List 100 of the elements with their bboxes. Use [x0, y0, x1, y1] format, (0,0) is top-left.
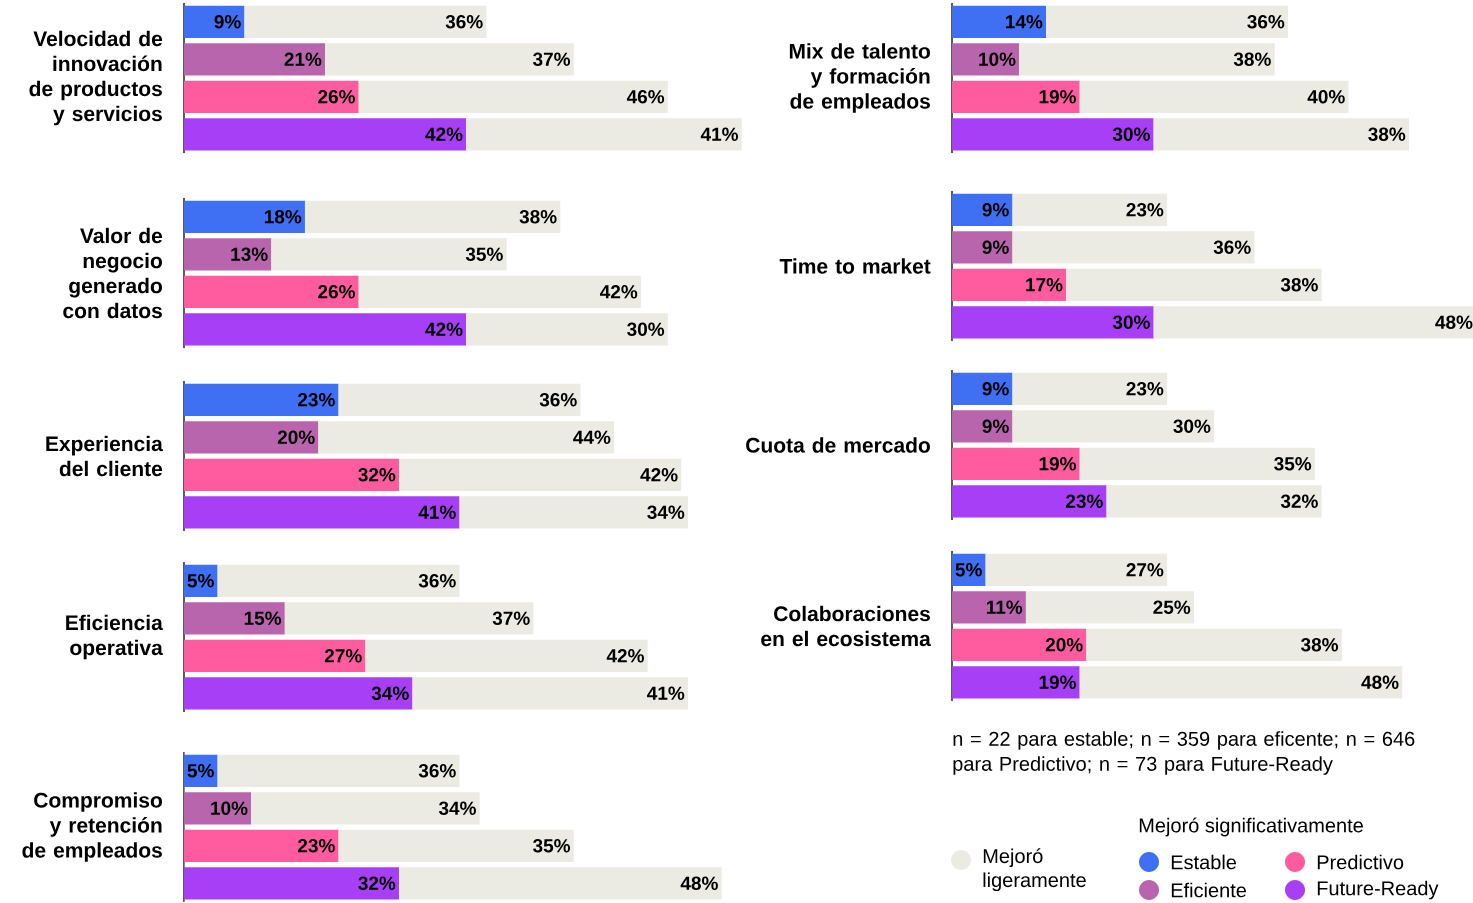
legend-label: Mejoró ligeramente [983, 848, 1086, 892]
text: Time to market [779, 258, 931, 274]
data-label: 13% [231, 247, 268, 261]
data-label: 27% [1126, 563, 1164, 577]
data-label: 41% [647, 686, 685, 700]
data-label: 20% [1045, 638, 1083, 652]
bar [338, 829, 574, 862]
text: Valor de negocio generado con datos [63, 227, 163, 319]
data-label: 30% [627, 322, 665, 337]
data-label: 36% [539, 393, 577, 407]
data-label: 38% [1233, 52, 1271, 66]
data-label: 42% [425, 127, 463, 141]
bar [1046, 5, 1289, 38]
bar [304, 200, 561, 233]
data-label: 19% [1039, 457, 1076, 471]
data-label: 36% [1213, 240, 1251, 254]
bar [459, 496, 688, 529]
data-label: 9% [982, 203, 1009, 217]
bar [952, 591, 1026, 624]
bar [338, 383, 581, 416]
bar [184, 602, 285, 635]
bar [184, 677, 413, 710]
bar [952, 231, 1013, 264]
data-label: 25% [1153, 600, 1191, 614]
data-label: 15% [244, 611, 282, 625]
bar [184, 43, 326, 76]
data-label: 34% [647, 505, 685, 520]
bar [358, 275, 641, 308]
data-label: 42% [600, 285, 638, 299]
bar [284, 602, 534, 635]
bar [399, 458, 682, 491]
data-label: 18% [264, 210, 302, 224]
bar [952, 193, 1013, 226]
bar [365, 639, 648, 672]
data-label: 35% [532, 839, 571, 853]
text: Mix de talento y formación de empleados [789, 43, 930, 113]
data-label: 34% [371, 686, 409, 701]
bar [1012, 231, 1255, 264]
bar [412, 677, 688, 710]
data-label: 30% [1112, 315, 1150, 330]
bar [1079, 80, 1349, 113]
bar [184, 5, 245, 38]
text: Eficiencia operativa [66, 614, 163, 660]
data-label: 30% [1173, 419, 1211, 434]
data-label: 5% [955, 563, 982, 577]
bar [952, 118, 1154, 151]
data-label: 38% [1300, 638, 1339, 652]
data-label: 44% [573, 430, 611, 444]
data-label: 48% [1435, 315, 1473, 329]
text: Colaboraciones en el ecosistema [761, 605, 931, 647]
data-label: 11% [986, 600, 1023, 614]
bar [184, 80, 359, 113]
data-label: 48% [680, 876, 718, 890]
bar [184, 829, 339, 862]
data-label: 26% [318, 285, 356, 299]
bar [184, 313, 467, 346]
text: Cuota de mercado [746, 437, 930, 453]
data-label: 14% [1006, 15, 1043, 29]
text: Velocidad de innovación de productos y servicios [29, 30, 163, 126]
data-label: 9% [982, 419, 1009, 433]
bar [1012, 372, 1168, 405]
text: n = 22 para estable; n = 359 para eficente; n = 646 para Predictivo; n = 73 para Future-Ready [953, 731, 1415, 775]
data-label: 48% [1361, 675, 1399, 689]
data-label: 37% [492, 611, 530, 626]
data-label: 42% [606, 649, 644, 663]
data-label: 19% [1039, 90, 1076, 104]
text: Mejoró significativamente [1139, 817, 1363, 837]
data-label: 32% [1280, 494, 1318, 509]
data-label: 36% [418, 764, 456, 778]
bar [1079, 447, 1315, 480]
data-label: 34% [438, 801, 476, 816]
bar [1012, 193, 1168, 226]
data-label: 42% [640, 468, 678, 482]
data-label: 42% [425, 322, 463, 336]
bar [184, 496, 460, 529]
data-label: 41% [418, 505, 456, 519]
data-label: 40% [1307, 90, 1345, 104]
bar [1019, 43, 1275, 76]
bar [358, 80, 668, 113]
bar [1153, 118, 1409, 151]
data-label: 10% [211, 801, 248, 815]
bar [952, 485, 1107, 518]
bar [184, 421, 319, 454]
bar [325, 43, 574, 76]
bar [952, 372, 1013, 405]
bar [271, 238, 507, 271]
bar [466, 313, 668, 346]
data-label: 23% [1126, 203, 1164, 217]
data-label: 19% [1039, 675, 1076, 689]
bar [1079, 666, 1403, 699]
data-label: 35% [465, 247, 503, 261]
bar [466, 118, 742, 151]
data-label: 30% [1112, 127, 1150, 141]
bar [217, 754, 460, 787]
bar [1086, 628, 1342, 661]
category-label: Eficiente [1171, 882, 1247, 898]
bar [184, 639, 366, 672]
data-label: 23% [1066, 494, 1103, 509]
category-label: Future-Ready [1317, 880, 1439, 900]
bar [952, 447, 1080, 480]
